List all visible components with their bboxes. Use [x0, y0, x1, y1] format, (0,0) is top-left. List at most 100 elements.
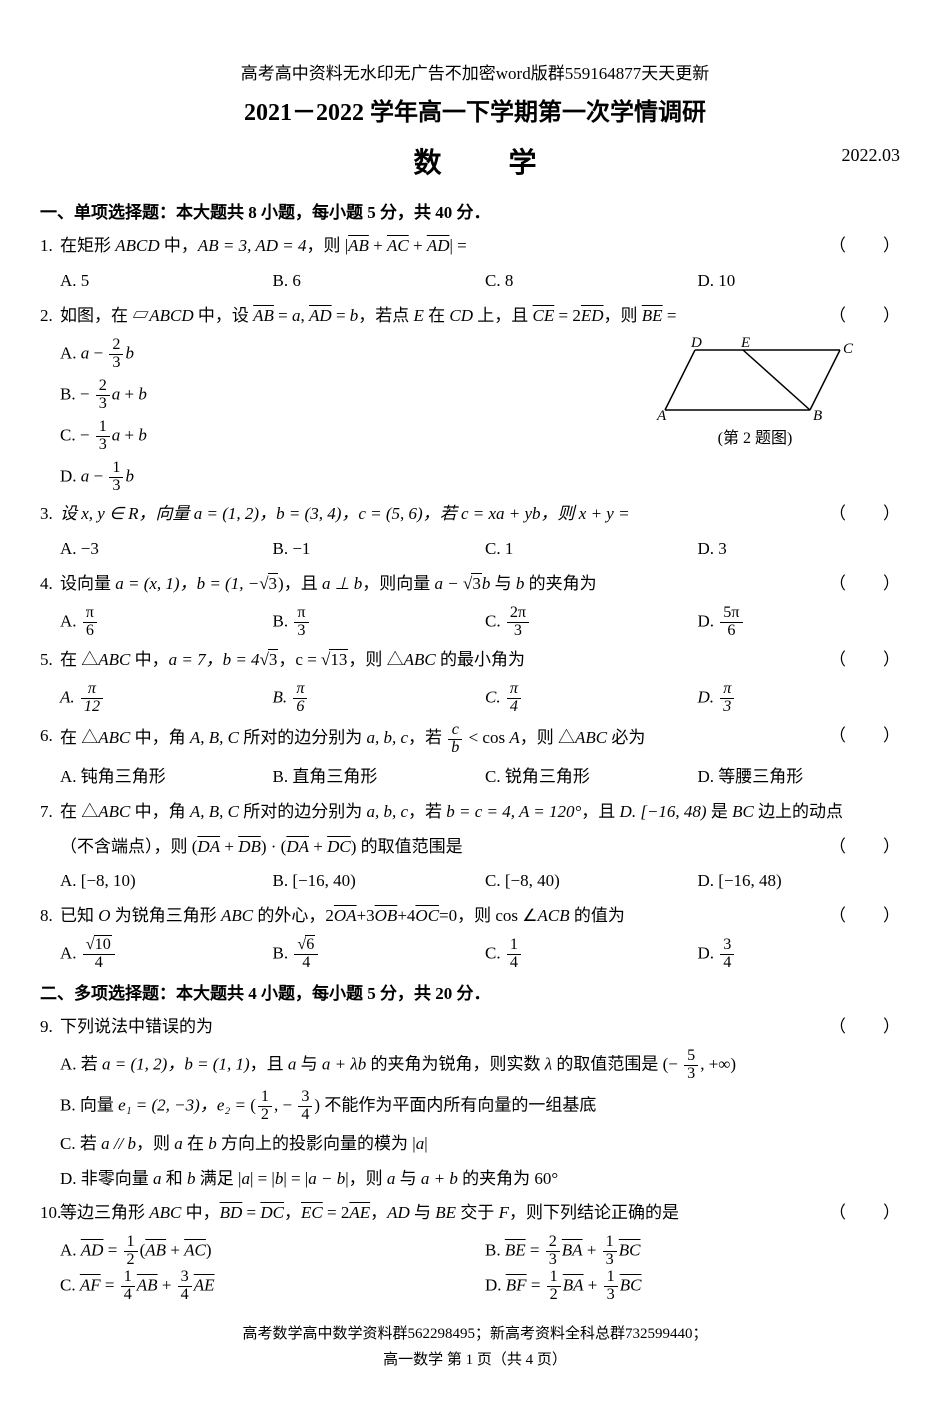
q4-options: A. π6 B. π3 C. 2π3 D. 5π6 [40, 605, 910, 640]
q3: 3. 设 x, y ∈ R，向量 a = (1, 2)，b = (3, 4)，c… [40, 500, 910, 529]
q5-D: D. π3 [698, 681, 911, 716]
q2-D: D. a − 13b [60, 460, 910, 495]
answer-paren: （ ） [829, 500, 910, 529]
q3-D: D. 3 [698, 535, 911, 564]
q8-text: 已知 O 为锐角三角形 ABC 的外心，2OA+3OB+4OC=0，则 cos … [60, 906, 625, 925]
svg-text:E: E [740, 335, 750, 351]
q1-D: D. 10 [698, 267, 911, 296]
q2-block: 2. 如图，在 ▱ABCD 中，设 AB = a, AD = b，若点 E 在 … [40, 302, 910, 501]
answer-paren: （ ） [829, 902, 910, 931]
q10-C: C. AF = 14AB + 34AE [60, 1269, 485, 1304]
svg-text:B: B [813, 408, 822, 424]
q8-num: 8. [40, 902, 53, 931]
q8-A: A. 104 [60, 937, 273, 972]
q1-A: A. 5 [60, 267, 273, 296]
exam-date: 2022.03 [842, 140, 901, 171]
q6-B: B. 直角三角形 [273, 763, 486, 792]
q9: 9. 下列说法中错误的为 （ ） [40, 1013, 910, 1042]
q6-A: A. 钝角三角形 [60, 763, 273, 792]
q2-num: 2. [40, 302, 53, 331]
q9-B: B. 向量 e₁ = (2, −3)，e₂ = (12, − 34) 不能作为平… [60, 1089, 910, 1124]
q8-options: A. 104 B. 64 C. 14 D. 34 [40, 937, 910, 972]
q7: 7. 在 △ABC 中，角 A, B, C 所对的边分别为 a, b, c，若 … [40, 798, 910, 827]
q2: 2. 如图，在 ▱ABCD 中，设 AB = a, AD = b，若点 E 在 … [40, 302, 910, 331]
q8-C: C. 14 [485, 937, 698, 972]
q4-num: 4. [40, 570, 53, 599]
q10: 10. 等边三角形 ABC 中，BD = DC，EC = 2AE，AD 与 BE… [40, 1199, 910, 1228]
q5-B: B. π6 [273, 681, 486, 716]
q7-C: C. [−8, 40) [485, 867, 698, 896]
answer-paren: （ ） [829, 232, 910, 261]
q8-D: D. 34 [698, 937, 911, 972]
q8-B: B. 64 [273, 937, 486, 972]
q6-options: A. 钝角三角形 B. 直角三角形 C. 锐角三角形 D. 等腰三角形 [40, 763, 910, 792]
q5: 5. 在 △ABC 中，a = 7，b = 43，c = 13，则 △ABC 的… [40, 646, 910, 675]
q6-text: 在 △ABC 中，角 A, B, C 所对的边分别为 a, b, c，若 cb … [60, 728, 645, 747]
q7-options: A. [−8, 10) B. [−16, 40) C. [−8, 40) D. … [40, 867, 910, 896]
answer-paren: （ ） [829, 1013, 910, 1042]
parallelogram-svg: D E C A B [655, 335, 855, 425]
q7-text2: （不含端点），则 (DA + DB) · (DA + DC) 的取值范围是 [60, 837, 463, 856]
q4-A: A. π6 [60, 605, 273, 640]
q10-text: 等边三角形 ABC 中，BD = DC，EC = 2AE，AD 与 BE 交于 … [60, 1203, 679, 1222]
q9-D: D. 非零向量 a 和 b 满足 |a| = |b| = |a − b|，则 a… [60, 1165, 910, 1194]
answer-paren: （ ） [829, 302, 910, 331]
exam-title: 2021－2022 学年高一下学期第一次学情调研 [40, 93, 910, 134]
q4-B: B. π3 [273, 605, 486, 640]
section2-header: 二、多项选择题：本大题共 4 小题，每小题 5 分，共 20 分． [40, 980, 910, 1009]
section1-header: 一、单项选择题：本大题共 8 小题，每小题 5 分，共 40 分． [40, 199, 910, 228]
q10-num: 10. [40, 1199, 61, 1228]
q10-B: B. BE = 23BA + 13BC [485, 1234, 910, 1269]
q7-B: B. [−16, 40) [273, 867, 486, 896]
q10-options: A. AD = 12(AB + AC) B. BE = 23BA + 13BC … [40, 1234, 910, 1304]
answer-paren: （ ） [829, 833, 910, 862]
q1-num: 1. [40, 232, 53, 261]
q2-diagram: D E C A B (第 2 题图) [640, 335, 870, 452]
q1-C: C. 8 [485, 267, 698, 296]
svg-text:A: A [656, 408, 667, 424]
svg-text:C: C [843, 341, 854, 357]
q6-C: C. 锐角三角形 [485, 763, 698, 792]
q5-text: 在 △ABC 中，a = 7，b = 43，c = 13，则 △ABC 的最小角… [60, 650, 525, 669]
q3-text: 设 x, y ∈ R，向量 a = (1, 2)，b = (3, 4)，c = … [60, 504, 630, 523]
q9-text: 下列说法中错误的为 [60, 1017, 213, 1036]
diagram-caption: (第 2 题图) [640, 425, 870, 452]
q1-B: B. 6 [273, 267, 486, 296]
q7-A: A. [−8, 10) [60, 867, 273, 896]
q4-C: C. 2π3 [485, 605, 698, 640]
q5-num: 5. [40, 646, 53, 675]
q10-D: D. BF = 12BA + 13BC [485, 1269, 910, 1304]
q3-A: A. −3 [60, 535, 273, 564]
watermark-top: 高考高中资料无水印无广告不加密word版群559164877天天更新 [40, 60, 910, 89]
q9-num: 9. [40, 1013, 53, 1042]
q3-C: C. 1 [485, 535, 698, 564]
q4-D: D. 5π6 [698, 605, 911, 640]
q5-options: A. π12 B. π6 C. π4 D. π3 [40, 681, 910, 716]
footer-text: 高考数学高中数学资料群562298495；新高考资料全科总群732599440； [40, 1322, 910, 1348]
footer-sub: 高一数学 第 1 页（共 4 页） [40, 1348, 910, 1374]
svg-text:D: D [690, 335, 702, 351]
q10-A: A. AD = 12(AB + AC) [60, 1234, 485, 1269]
q3-num: 3. [40, 500, 53, 529]
answer-paren: （ ） [829, 570, 910, 599]
q7-text: 在 △ABC 中，角 A, B, C 所对的边分别为 a, b, c，若 b =… [60, 802, 843, 821]
q1-text: 在矩形 ABCD 中，AB = 3, AD = 4，则 |AB + AC + A… [60, 236, 467, 255]
q9-C: C. 若 a // b，则 a 在 b 方向上的投影向量的模为 |a| [60, 1130, 910, 1159]
subject-row: 数 学 2022.03 [40, 140, 910, 188]
q6: 6. 在 △ABC 中，角 A, B, C 所对的边分别为 a, b, c，若 … [40, 722, 910, 757]
q5-A: A. π12 [60, 681, 273, 716]
q6-D: D. 等腰三角形 [698, 763, 911, 792]
q2-text: 如图，在 ▱ABCD 中，设 AB = a, AD = b，若点 E 在 CD … [60, 306, 676, 325]
footer: 高考数学高中数学资料群562298495；新高考资料全科总群732599440；… [40, 1322, 910, 1373]
answer-paren: （ ） [829, 646, 910, 675]
answer-paren: （ ） [829, 1199, 910, 1228]
q4: 4. 设向量 a = (x, 1)，b = (1, −3)，且 a ⊥ b，则向… [40, 570, 910, 599]
q6-num: 6. [40, 722, 53, 751]
subject: 数 学 [383, 140, 566, 188]
q1-options: A. 5 B. 6 C. 8 D. 10 [40, 267, 910, 296]
q9-options: A. 若 a = (1, 2)，b = (1, 1)，且 a 与 a + λb … [40, 1048, 910, 1194]
q5-C: C. π4 [485, 681, 698, 716]
q8: 8. 已知 O 为锐角三角形 ABC 的外心，2OA+3OB+4OC=0，则 c… [40, 902, 910, 931]
q9-A: A. 若 a = (1, 2)，b = (1, 1)，且 a 与 a + λb … [60, 1048, 910, 1083]
q3-B: B. −1 [273, 535, 486, 564]
